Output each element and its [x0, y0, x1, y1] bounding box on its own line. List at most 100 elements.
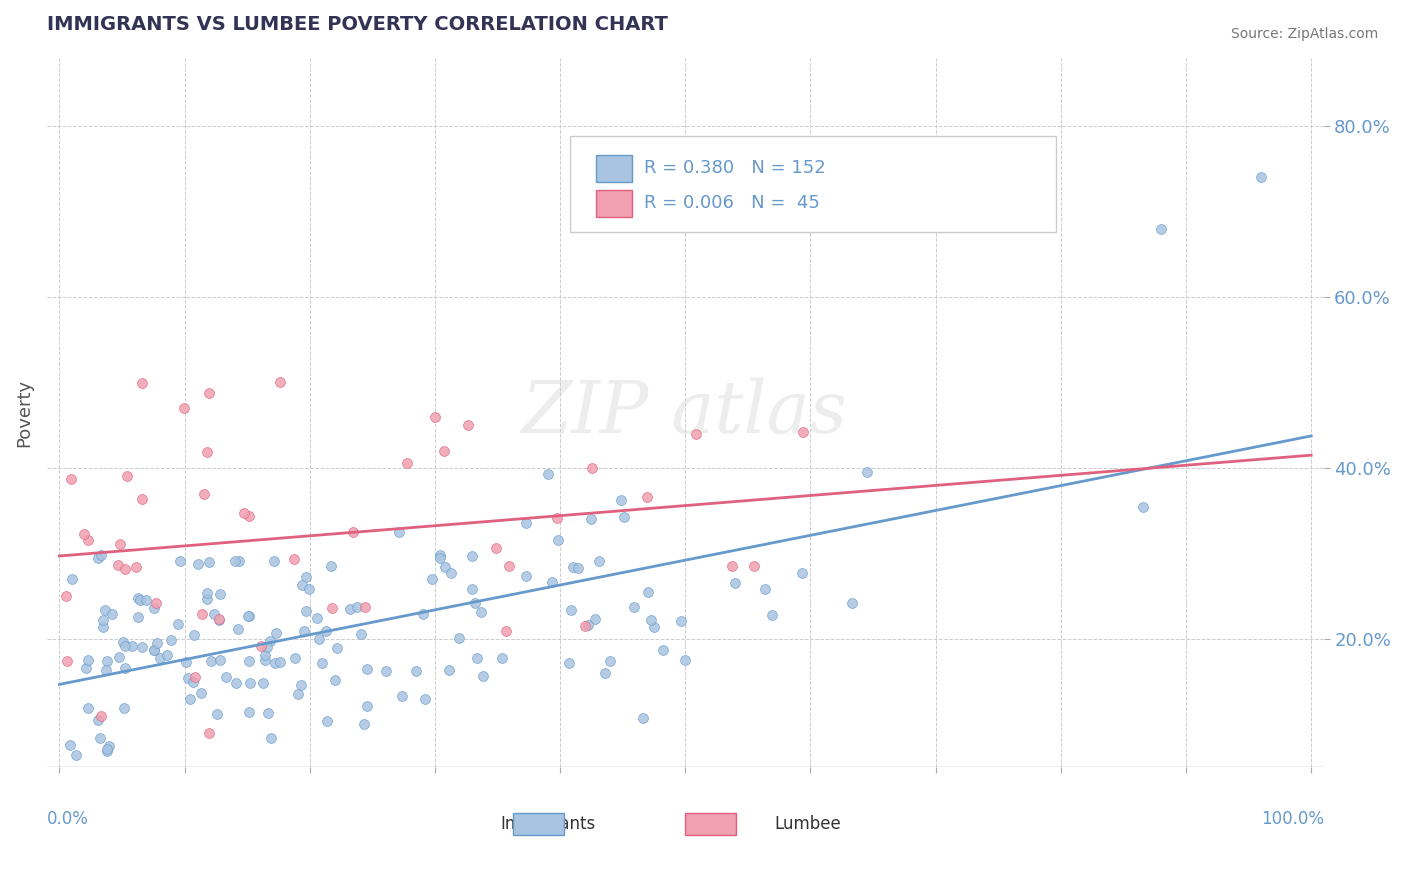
Lumbee: [198, 726, 221, 740]
Immigrants: [415, 692, 437, 706]
Immigrants: [65, 747, 87, 762]
Immigrants: [59, 739, 82, 753]
Lumbee: [238, 509, 260, 524]
Lumbee: [433, 444, 456, 458]
Lumbee: [457, 418, 479, 433]
Lumbee: [423, 409, 446, 424]
Immigrants: [515, 569, 537, 583]
Immigrants: [841, 596, 863, 610]
Immigrants: [290, 678, 312, 692]
Lumbee: [546, 510, 568, 524]
Immigrants: [124, 771, 146, 785]
Immigrants: [195, 586, 218, 600]
Immigrants: [238, 654, 260, 668]
Immigrants: [464, 596, 486, 610]
Text: 100.0%: 100.0%: [1261, 810, 1323, 828]
Immigrants: [439, 566, 461, 581]
Immigrants: [388, 524, 411, 539]
Lumbee: [721, 558, 744, 573]
Lumbee: [495, 624, 517, 639]
Lumbee: [792, 425, 814, 439]
Immigrants: [207, 706, 229, 721]
Immigrants: [121, 639, 143, 653]
Lumbee: [173, 401, 195, 416]
Immigrants: [561, 560, 583, 574]
Immigrants: [238, 705, 260, 719]
Lumbee: [485, 541, 508, 555]
Immigrants: [319, 558, 342, 573]
Immigrants: [353, 717, 375, 731]
Immigrants: [588, 554, 610, 568]
Immigrants: [183, 628, 205, 642]
Immigrants: [537, 467, 560, 481]
Immigrants: [91, 613, 114, 627]
Immigrants: [238, 608, 260, 623]
Immigrants: [439, 663, 461, 677]
Immigrants: [86, 551, 108, 566]
Immigrants: [540, 574, 562, 589]
Lumbee: [636, 490, 658, 504]
FancyBboxPatch shape: [596, 190, 631, 218]
Immigrants: [640, 613, 662, 627]
Lumbee: [342, 524, 364, 539]
Immigrants: [236, 609, 259, 624]
Immigrants: [60, 572, 83, 586]
Lumbee: [498, 559, 520, 574]
Immigrants: [228, 554, 250, 568]
Lumbee: [89, 709, 111, 723]
Immigrants: [613, 509, 636, 524]
Immigrants: [294, 570, 316, 584]
Text: R = 0.380   N = 152: R = 0.380 N = 152: [644, 159, 827, 177]
Immigrants: [449, 631, 471, 645]
Text: ZIP atlas: ZIP atlas: [523, 377, 848, 448]
Immigrants: [114, 639, 136, 653]
Immigrants: [195, 592, 218, 607]
Immigrants: [269, 655, 291, 669]
Immigrants: [112, 700, 135, 714]
Lumbee: [193, 486, 215, 500]
Immigrants: [202, 607, 225, 621]
Immigrants: [77, 701, 100, 715]
Immigrants: [583, 612, 606, 626]
Immigrants: [131, 640, 153, 655]
Immigrants: [65, 781, 87, 796]
Lumbee: [574, 618, 596, 632]
Lumbee: [76, 533, 98, 547]
Immigrants: [128, 593, 150, 607]
Immigrants: [460, 582, 482, 596]
Lumbee: [107, 558, 129, 572]
Immigrants: [215, 670, 238, 684]
Immigrants: [264, 626, 287, 640]
Immigrants: [96, 742, 118, 756]
Lumbee: [742, 559, 765, 574]
Lumbee: [56, 654, 79, 668]
Immigrants: [391, 690, 413, 704]
Immigrants: [226, 622, 249, 636]
Immigrants: [315, 624, 337, 638]
FancyBboxPatch shape: [685, 814, 737, 835]
Immigrants: [96, 655, 118, 669]
Immigrants: [149, 651, 172, 665]
Lumbee: [72, 526, 94, 541]
Lumbee: [125, 560, 148, 574]
Immigrants: [356, 662, 378, 676]
Immigrants: [673, 653, 696, 667]
Immigrants: [263, 554, 285, 568]
Immigrants: [669, 614, 692, 628]
Lumbee: [250, 639, 273, 653]
Immigrants: [472, 669, 495, 683]
Immigrants: [291, 577, 314, 591]
Immigrants: [75, 661, 97, 675]
Immigrants: [434, 560, 457, 574]
Y-axis label: Poverty: Poverty: [15, 378, 32, 447]
Immigrants: [567, 560, 589, 574]
Lumbee: [195, 445, 218, 459]
Immigrants: [491, 650, 513, 665]
Immigrants: [412, 607, 434, 622]
Lumbee: [55, 589, 77, 603]
Immigrants: [252, 676, 274, 690]
Lumbee: [131, 376, 153, 390]
Immigrants: [256, 640, 278, 654]
Immigrants: [515, 516, 537, 530]
Immigrants: [156, 648, 179, 663]
